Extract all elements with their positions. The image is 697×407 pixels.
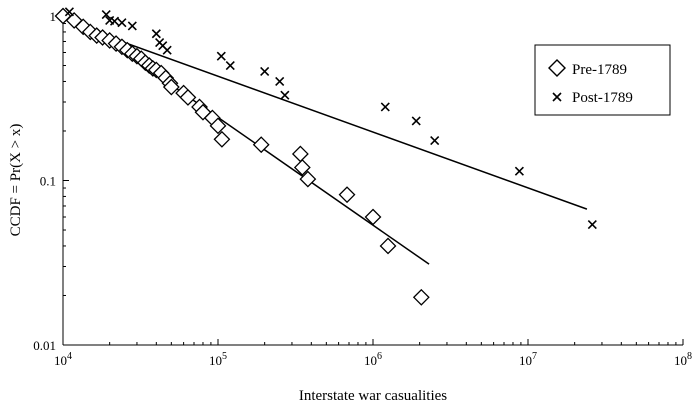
post-1789-point <box>587 219 597 230</box>
pre-1789-point <box>291 145 309 163</box>
legend-label-pre-1789: Pre-1789 <box>572 62 627 78</box>
x-tick-label-exponent: 5 <box>222 351 227 362</box>
data-points <box>54 7 597 306</box>
post-1789-point <box>109 16 120 26</box>
y-tick-label: 1 <box>50 9 57 24</box>
post-1789-point <box>430 135 440 146</box>
x-tick-label: 105 <box>209 351 227 368</box>
x-tick-label-base: 10 <box>519 353 532 368</box>
y-axis-ticks: 1 0.1 0.01 <box>33 9 69 353</box>
legend-x-marker <box>552 92 562 102</box>
post-1789-point <box>127 21 137 31</box>
y-tick-label: 0.1 <box>40 174 56 189</box>
x-tick-label-exponent: 7 <box>532 351 537 362</box>
x-tick-label: 107 <box>519 351 537 368</box>
post-1789-point <box>275 76 285 87</box>
fit-lines <box>79 20 588 265</box>
x-tick-label: 108 <box>674 351 692 368</box>
x-tick-label-base: 10 <box>364 353 377 368</box>
x-tick-label: 106 <box>364 351 382 368</box>
pre-1789-point <box>299 170 317 188</box>
pre-1789-point <box>213 130 231 148</box>
pre-1789-point <box>338 186 356 204</box>
legend: Pre-1789 Post-1789 <box>534 44 671 116</box>
x-tick-label-exponent: 4 <box>67 351 72 362</box>
legend-label-post-1789: Post-1789 <box>572 90 633 106</box>
post-1789-point <box>380 102 390 112</box>
x-tick-label-exponent: 8 <box>687 351 692 362</box>
x-axis-title: Interstate war casualities <box>299 388 447 404</box>
y-tick-label: 0.01 <box>33 338 56 353</box>
pre-1789-point <box>364 208 382 226</box>
post-1789-point <box>260 66 270 77</box>
legend-box <box>534 44 671 116</box>
pre-1789-point <box>252 136 270 154</box>
x-axis-ticks: 104 105 106 107 108 <box>54 339 692 368</box>
fit-line-post-1789 <box>80 26 588 210</box>
post-1789-point <box>117 18 127 28</box>
x-tick-label-exponent: 6 <box>377 351 382 362</box>
post-1789-point <box>411 116 421 126</box>
x-tick-label-base: 10 <box>674 353 687 368</box>
pre-1789-point <box>293 159 311 176</box>
post-1789-point <box>280 90 290 100</box>
pre-1789-point <box>179 88 197 106</box>
post-1789-point <box>64 7 74 17</box>
legend-diamond-marker <box>548 59 566 77</box>
pre-1789-point <box>209 117 227 135</box>
pre-1789-point <box>194 103 212 121</box>
pre-1789-point <box>65 12 83 29</box>
y-axis-title: CCDF = Pr(X > x) <box>8 124 24 237</box>
x-tick-label-base: 10 <box>54 353 67 368</box>
x-tick-label: 104 <box>54 351 72 368</box>
post-1789-point <box>151 29 161 39</box>
post-1789-point <box>162 45 172 55</box>
pre-1789-point <box>412 288 430 306</box>
post-1789-point <box>514 166 524 176</box>
pre-1789-point <box>379 237 397 255</box>
post-1789-point <box>225 60 235 71</box>
post-1789-point <box>216 51 226 61</box>
x-tick-label-base: 10 <box>209 353 222 368</box>
pre-1789-point <box>162 78 180 96</box>
post-1789-point <box>101 10 111 20</box>
